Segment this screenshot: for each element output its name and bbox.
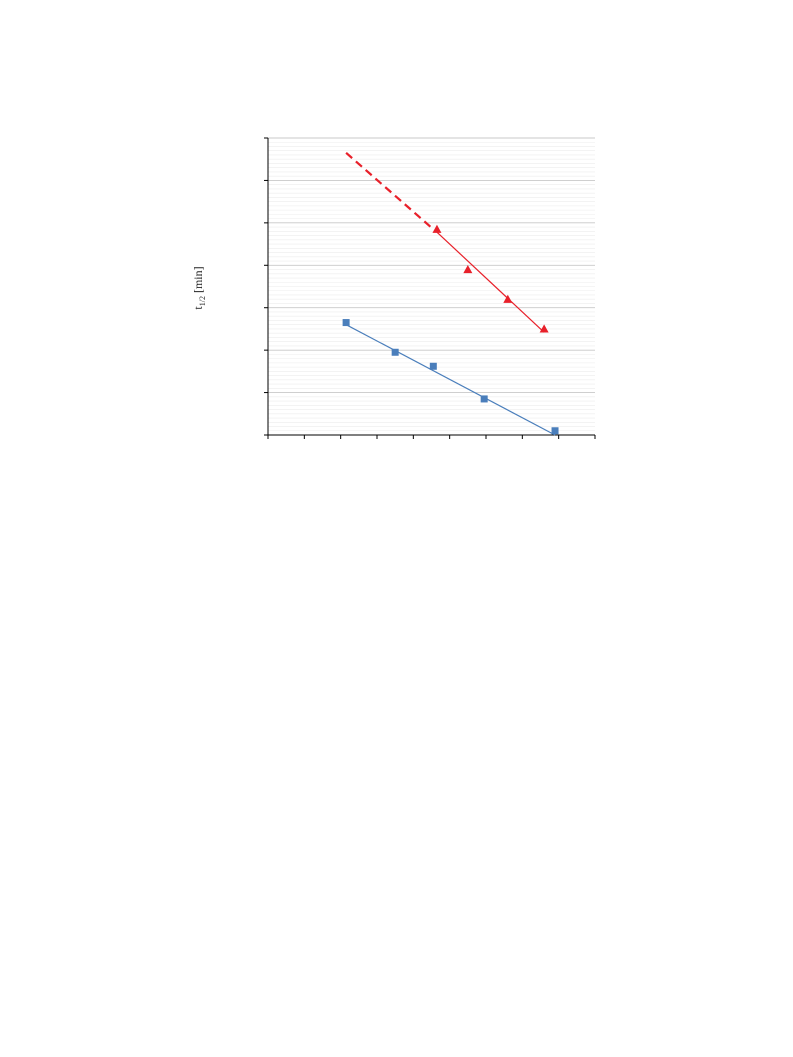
square-marker [429,362,437,370]
triangle-marker [463,265,473,274]
extrapolation-line-series-1 [345,152,435,231]
square-marker [342,319,350,327]
y-axis-label-subscript: 1/2 [198,296,207,306]
axis-ticks [264,137,596,439]
triangle-marker [539,324,549,333]
data-markers [342,224,559,435]
square-marker [391,348,399,356]
major-gridlines [268,137,595,394]
y-axis-label-main: t [191,306,205,310]
fit-line-series-1 [436,231,545,333]
square-marker [551,427,559,435]
triangle-marker [432,224,442,233]
fit-line-series-2 [345,324,556,436]
minor-gridlines [268,141,595,432]
square-marker [480,395,488,403]
fit-lines [345,152,556,436]
y-axis-label-unit: [min] [191,266,205,296]
y-axis-label: t1/2 [min] [191,266,207,309]
triangle-marker [503,294,513,303]
